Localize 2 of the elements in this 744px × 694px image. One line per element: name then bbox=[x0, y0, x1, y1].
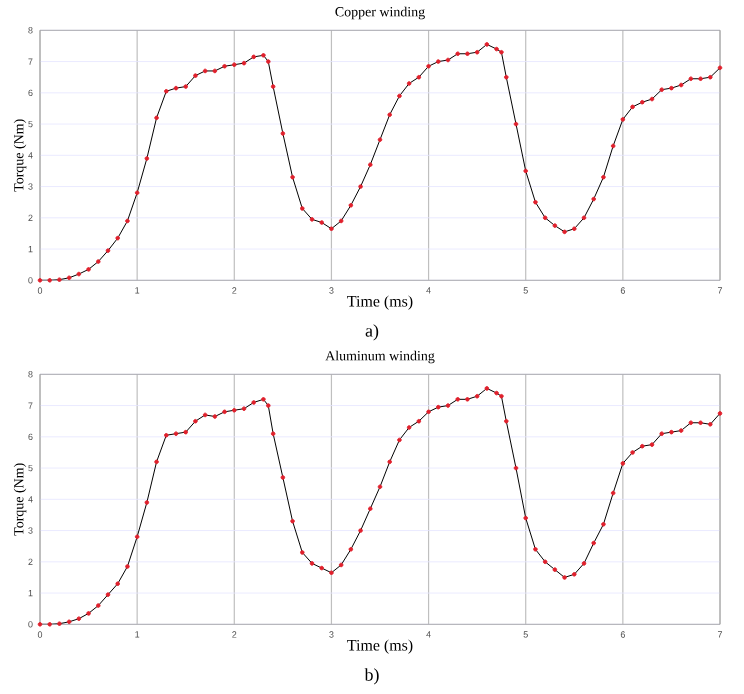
text: a) bbox=[365, 324, 379, 341]
text: b) bbox=[364, 668, 379, 685]
